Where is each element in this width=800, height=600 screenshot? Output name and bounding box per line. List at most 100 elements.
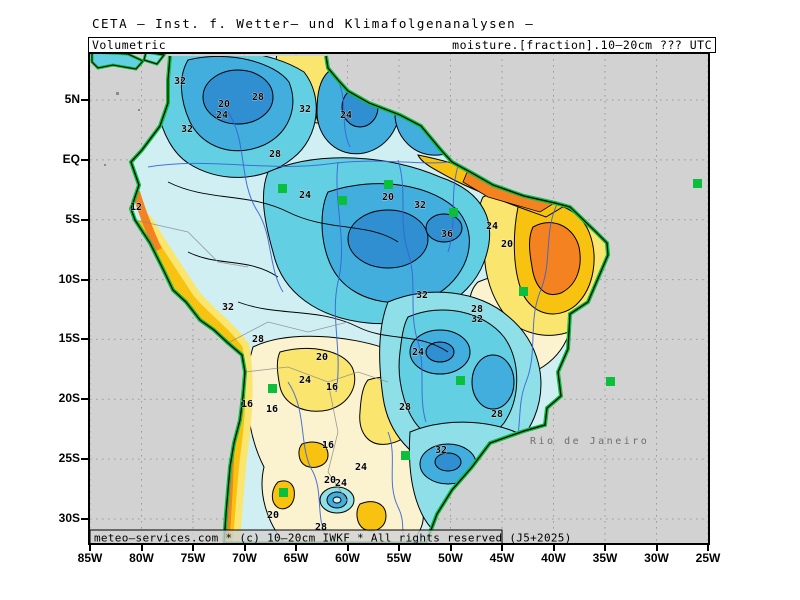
x-tick-label: 55W bbox=[386, 551, 412, 565]
contour-label: 12 bbox=[130, 202, 142, 213]
x-tick-mark bbox=[243, 545, 246, 551]
x-tick-mark bbox=[655, 545, 658, 551]
x-tick-mark bbox=[552, 545, 555, 551]
contour-label: 32 bbox=[181, 124, 193, 135]
x-tick-mark bbox=[140, 545, 143, 551]
station-marker bbox=[401, 451, 410, 460]
coastline-black bbox=[130, 55, 609, 544]
x-tick-label: 70W bbox=[232, 551, 257, 565]
contour-label: 28 bbox=[399, 402, 411, 413]
contour-label: 32 bbox=[435, 445, 447, 456]
x-tick-label: 25W bbox=[695, 551, 721, 565]
y-tick-mark bbox=[81, 99, 88, 101]
y-tick-mark bbox=[81, 458, 88, 461]
station-marker bbox=[279, 488, 288, 497]
contour-label: 32 bbox=[174, 76, 186, 87]
station-marker bbox=[519, 287, 528, 296]
x-tick-mark bbox=[89, 545, 91, 551]
contour-label: 32 bbox=[416, 290, 428, 301]
island-specks bbox=[104, 92, 140, 166]
y-tick-label: 5N bbox=[64, 92, 80, 106]
x-tick-label: 75W bbox=[180, 551, 206, 565]
station-marker bbox=[606, 377, 615, 386]
contour-label: 24 bbox=[412, 347, 424, 358]
contour-label: 16 bbox=[266, 404, 278, 415]
x-tick-mark bbox=[604, 545, 606, 551]
y-tick-mark bbox=[81, 517, 88, 520]
contour-label: 24 bbox=[340, 110, 352, 121]
page-title: CETA – Inst. f. Wetter– und Klimafolgena… bbox=[92, 16, 535, 31]
contour-label: 20 bbox=[382, 192, 394, 203]
city-label-rio: Rio de Janeiro bbox=[530, 436, 649, 447]
contour-label: 36 bbox=[441, 229, 453, 240]
map-panel: 32 28 20 24 32 32 28 24 20 24 36 32 24 20 32 28 32 24 28 28… bbox=[88, 50, 710, 546]
station-marker bbox=[268, 384, 277, 393]
x-tick-label: 65W bbox=[283, 551, 309, 565]
x-tick-label: 80W bbox=[129, 551, 154, 565]
x-tick-label: 60W bbox=[335, 551, 360, 565]
contour-label: 24 bbox=[216, 110, 228, 121]
contour-label: 20 bbox=[316, 352, 328, 363]
y-tick-label: 20S bbox=[58, 391, 80, 406]
x-tick-label: 85W bbox=[77, 551, 103, 565]
y-tick-mark bbox=[81, 218, 88, 221]
x-tick-label: 35W bbox=[592, 551, 618, 565]
contour-label: 28 bbox=[471, 304, 483, 315]
contour-label: 32 bbox=[414, 200, 426, 211]
y-tick-label: 5S bbox=[65, 211, 80, 226]
contour-label: 28 bbox=[315, 522, 327, 533]
x-tick-mark bbox=[707, 545, 709, 551]
header-left-label: Volumetric bbox=[92, 38, 167, 52]
contour-label: 24 bbox=[486, 221, 498, 232]
y-tick-label: 30S bbox=[58, 510, 80, 525]
contour-label: 28 bbox=[491, 409, 503, 420]
y-tick-mark bbox=[81, 398, 88, 401]
header-bar: Volumetric moisture.[fraction].10–20cm ?… bbox=[88, 37, 716, 53]
station-marker bbox=[278, 184, 287, 193]
station-marker bbox=[338, 196, 347, 205]
contour-label: 16 bbox=[326, 382, 338, 393]
contour-label: 24 bbox=[335, 478, 347, 489]
contour-label: 32 bbox=[222, 302, 234, 313]
map-border bbox=[88, 52, 710, 545]
x-tick-label: 40W bbox=[541, 551, 566, 565]
x-tick-mark bbox=[192, 545, 194, 551]
x-tick-label: 30W bbox=[644, 551, 669, 565]
contour-label: 20 bbox=[324, 475, 336, 486]
footer-copyright: meteo–services.com * (c) 10–20cm IWKF * … bbox=[94, 532, 572, 545]
y-tick-mark bbox=[81, 158, 88, 161]
contour-label: 20 bbox=[218, 99, 230, 110]
river-lines bbox=[147, 79, 559, 543]
y-tick-label: 15S bbox=[58, 331, 80, 346]
header-right-label: moisture.[fraction].10–20cm ??? UTC bbox=[452, 38, 712, 52]
x-tick-mark bbox=[398, 545, 400, 551]
station-marker bbox=[384, 180, 393, 189]
contour-label: 24 bbox=[299, 190, 311, 201]
contour-label: 20 bbox=[501, 239, 513, 250]
y-tick-label: EQ bbox=[62, 151, 80, 166]
x-tick-mark bbox=[501, 545, 503, 551]
contour-label: 28 bbox=[269, 149, 281, 160]
x-tick-label: 50W bbox=[438, 551, 463, 565]
station-marker bbox=[693, 179, 702, 188]
y-tick-label: 25S bbox=[58, 451, 80, 466]
contour-label: 24 bbox=[299, 375, 311, 386]
contour-label: 32 bbox=[299, 104, 311, 115]
y-tick-mark bbox=[81, 338, 88, 341]
country-borders bbox=[134, 219, 389, 503]
x-tick-mark bbox=[449, 545, 452, 551]
x-tick-mark bbox=[346, 545, 349, 551]
contour-label: 16 bbox=[322, 440, 334, 451]
x-tick-mark bbox=[295, 545, 297, 551]
contour-label: 28 bbox=[252, 334, 264, 345]
contour-label: 32 bbox=[471, 314, 483, 325]
y-tick-mark bbox=[81, 278, 88, 281]
contour-label: 28 bbox=[252, 92, 264, 103]
y-tick-label: 10S bbox=[58, 271, 80, 286]
contour-label: 20 bbox=[267, 510, 279, 521]
station-marker bbox=[456, 376, 465, 385]
x-tick-label: 45W bbox=[489, 551, 515, 565]
contour-label: 24 bbox=[355, 462, 367, 473]
